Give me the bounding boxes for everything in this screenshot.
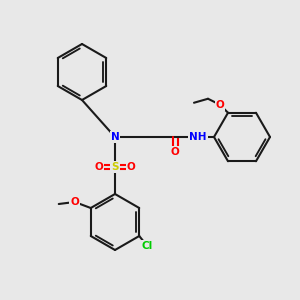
- Text: O: O: [94, 162, 103, 172]
- Text: NH: NH: [189, 132, 207, 142]
- Text: O: O: [70, 197, 79, 207]
- Text: O: O: [216, 100, 224, 110]
- Text: O: O: [127, 162, 135, 172]
- Text: Cl: Cl: [142, 241, 153, 251]
- Text: O: O: [171, 147, 179, 157]
- Text: S: S: [111, 162, 119, 172]
- Text: N: N: [111, 132, 119, 142]
